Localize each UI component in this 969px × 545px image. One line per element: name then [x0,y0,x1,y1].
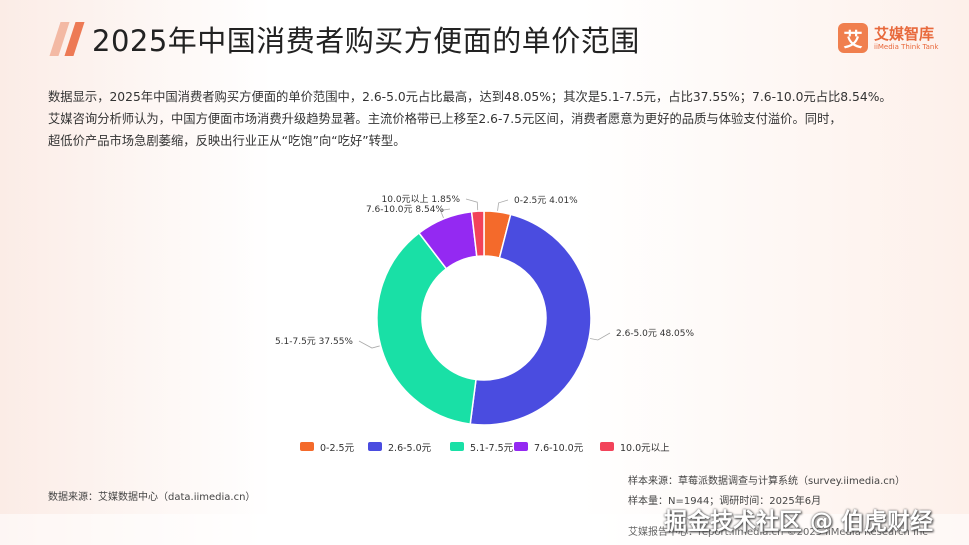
legend-label: 0-2.5元 [320,443,355,454]
legend-label: 10.0元以上 [620,443,670,454]
legend-swatch [514,442,528,451]
report-center-note: 艾媒报告中心：report.iimedia.cn ©2025 iiMedia R… [628,527,928,538]
footer-band [0,514,969,545]
description-line: 超低价产品市场急剧萎缩，反映出行业正从“吃饱”向“吃好”转型。 [48,134,406,148]
data-source-note: 数据来源：艾媒数据中心（data.iimedia.cn） [48,492,256,503]
donut-slice [470,210,485,258]
brand-logo: 艾 艾媒智库 iiMedia Think Tank [838,23,948,57]
description-line: 艾媒咨询分析师认为，中国方便面市场消费升级趋势显著。主流价格带已上移至2.6-7… [48,112,842,126]
sample-source-note: 样本来源：草莓派数据调查与计算系统（survey.iimedia.cn） [628,476,906,487]
slice-data-label: 10.0元以上 1.85% [382,194,461,205]
logo-icon: 艾 [838,23,868,53]
logo-english-name: iiMedia Think Tank [874,43,939,51]
leader-line [497,199,509,211]
legend-swatch [368,442,382,451]
donut-slice [469,213,592,426]
donut-slice [376,231,477,425]
page-title: 2025年中国消费者购买方便面的单价范围 [92,24,640,58]
legend-label: 7.6-10.0元 [534,443,584,454]
legend-swatch [300,442,314,451]
legend-swatch [600,442,614,451]
leader-line [589,332,611,341]
chart-description: 数据显示，2025年中国消费者购买方便面的单价范围中，2.6-5.0元占比最高，… [48,86,933,152]
description-line: 数据显示，2025年中国消费者购买方便面的单价范围中，2.6-5.0元占比最高，… [48,90,892,104]
slice-data-label: 7.6-10.0元 8.54% [366,205,444,215]
watermark: 掘金技术社区 @ 伯虎财经 [664,509,934,535]
leader-line [358,340,380,349]
legend-label: 5.1-7.5元 [470,443,514,454]
sample-size-note: 样本量：N=1944；调研时间：2025年6月 [628,496,822,507]
legend-swatch [450,442,464,451]
logo-name: 艾媒智库 [874,25,935,43]
slice-data-label: 0-2.5元 4.01% [514,196,578,206]
slice-data-label: 2.6-5.0元 48.05% [616,329,694,339]
leader-line [439,208,451,219]
slice-data-label: 5.1-7.5元 37.55% [275,337,353,347]
header: 2025年中国消费者购买方便面的单价范围 艾 艾媒智库 iiMedia Thin… [0,0,969,80]
leader-line [465,198,479,211]
legend-label: 2.6-5.0元 [388,443,432,454]
